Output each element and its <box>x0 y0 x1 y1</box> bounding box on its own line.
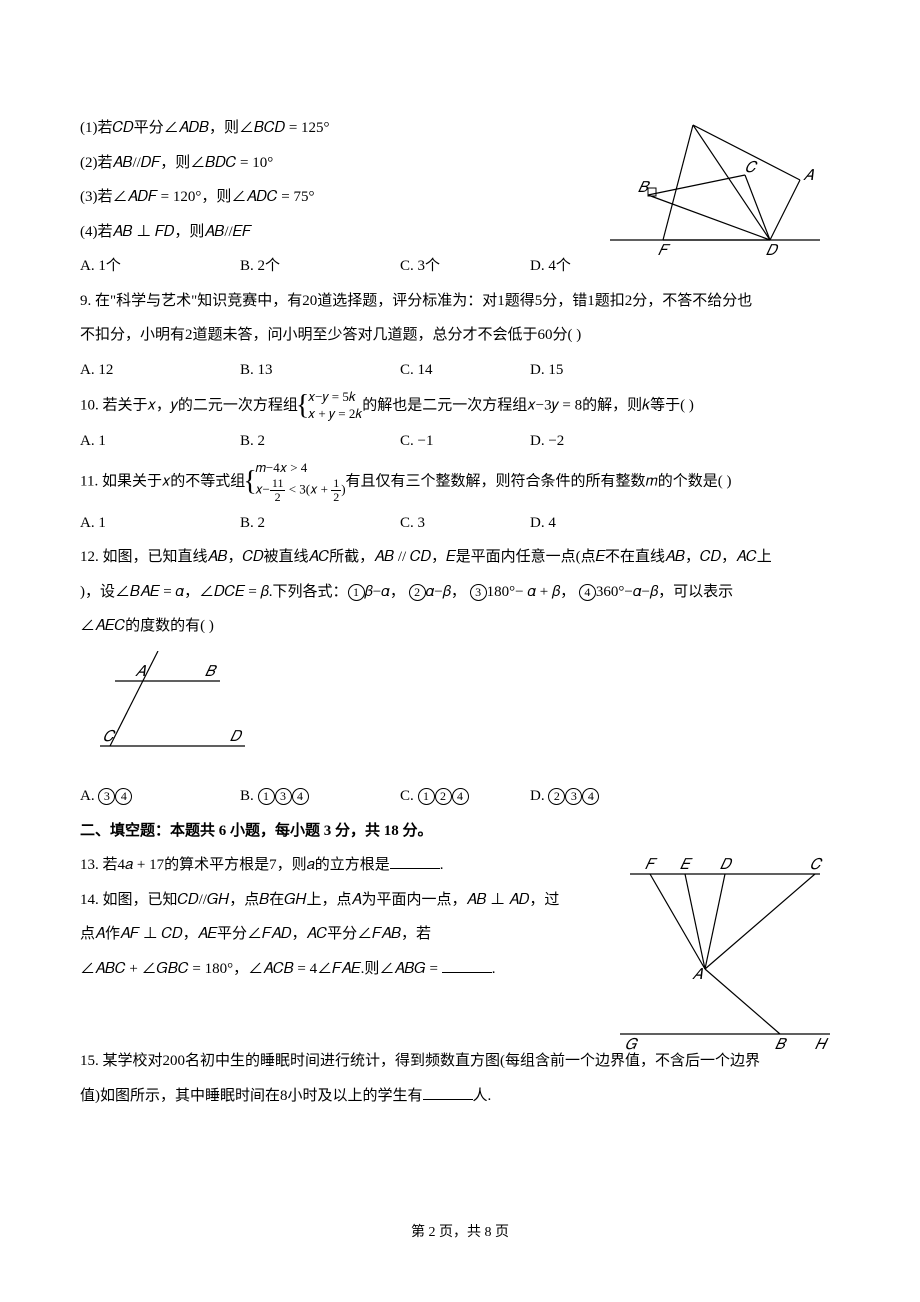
q10-text: 10. 若关于𝑥，𝑦的二元一次方程组 𝑥−𝑦 = 5𝑘 𝑥 + 𝑦 = 2𝑘 的… <box>80 389 840 423</box>
fig8-label-D: 𝐷 <box>766 243 779 255</box>
fig14-label-E: 𝐸 <box>680 857 693 873</box>
q11-opt-a: A. 1 <box>80 508 240 540</box>
q12-opt-a: A. 34 <box>80 781 240 813</box>
page-footer: 第 2 页，共 8 页 <box>0 1218 920 1247</box>
q9-opt-a: A. 12 <box>80 355 240 387</box>
q9-text1: 9. 在"科学与艺术"知识竞赛中，有20道选择题，评分标准为：对1题得5分，错1… <box>80 286 840 318</box>
fig8-label-F: 𝐹 <box>658 243 671 255</box>
fig14-label-H: 𝐻 <box>815 1037 829 1053</box>
q10-suffix: 的解也是二元一次方程组𝑥−3𝑦 = 8的解，则𝑘等于( ) <box>362 397 694 413</box>
q8-opt-b: B. 2个 <box>240 251 400 283</box>
q11-options: A. 1 B. 2 C. 3 D. 4 <box>80 508 840 540</box>
q10-options: A. 1 B. 2 C. −1 D. −2 <box>80 426 840 458</box>
q11-opt-b: B. 2 <box>240 508 400 540</box>
q10-opt-b: B. 2 <box>240 426 400 458</box>
fig14-label-A: 𝐴 <box>692 967 703 983</box>
q10-prefix: 10. 若关于𝑥，𝑦的二元一次方程组 <box>80 397 298 413</box>
fig14-label-F: 𝐹 <box>645 857 658 873</box>
q13-pre: 13. 若4𝑎 + 17的算术平方根是7，则𝑎的立方根是 <box>80 857 390 873</box>
fig14-label-D: 𝐷 <box>720 857 733 873</box>
q11-suffix: 有且仅有三个整数解，则符合条件的所有整数𝑚的个数是( ) <box>346 474 732 490</box>
fig14-label-B: 𝐵 <box>775 1037 788 1053</box>
q15-blank <box>423 1085 473 1100</box>
q11-system: 𝑚−4𝑥 > 4 𝑥−112 < 3(𝑥 + 12) <box>245 460 345 504</box>
q11-eq1: 𝑚−4𝑥 > 4 <box>255 460 345 477</box>
q10-opt-a: A. 1 <box>80 426 240 458</box>
fig8-label-E: 𝐸 <box>690 120 703 124</box>
fig12-label-D: 𝐷 <box>230 729 243 745</box>
q15-l2: 值)如图所示，其中睡眠时间在8小时及以上的学生有 人. <box>80 1081 840 1113</box>
fig14-label-G: 𝐺 <box>625 1037 639 1053</box>
q11-prefix: 11. 如果关于𝑥的不等式组 <box>80 474 245 490</box>
fig12-label-A: 𝐴 <box>135 664 146 680</box>
fig8-label-C: 𝐶 <box>745 160 758 176</box>
q12-options: A. 34 B. 134 C. 124 D. 234 <box>80 781 840 813</box>
q8-opt-a: A. 1个 <box>80 251 240 283</box>
q9-text2: 不扣分，小明有2道题未答，问小明至少答对几道题，总分才不会低于60分( ) <box>80 320 840 352</box>
q14-l3-post: . <box>492 961 496 977</box>
q10-eq2: 𝑥 + 𝑦 = 2𝑘 <box>308 406 362 423</box>
fig8-label-A: 𝐴 <box>803 168 814 184</box>
q9-opt-c: C. 14 <box>400 355 530 387</box>
q14-l3-pre: ∠𝐴𝐵𝐶 + ∠𝐺𝐵𝐶 = 180°，∠𝐴𝐶𝐵 = 4∠𝐹𝐴𝐸.则∠𝐴𝐵𝐺 = <box>80 961 442 977</box>
q12-opt-d: D. 234 <box>530 781 690 813</box>
q14-figure: 𝐹 𝐸 𝐷 𝐶 𝐴 𝐺 𝐵 𝐻 <box>620 854 830 1067</box>
q13-post: . <box>440 857 444 873</box>
q15-l2-post: 人. <box>473 1088 492 1104</box>
q10-eq1: 𝑥−𝑦 = 5𝑘 <box>308 389 362 406</box>
q12-figure: 𝐴 𝐵 𝐶 𝐷 <box>100 651 840 774</box>
q9-opt-b: B. 13 <box>240 355 400 387</box>
fig14-label-C: 𝐶 <box>810 857 823 873</box>
q10-opt-d: D. −2 <box>530 426 690 458</box>
q14-blank <box>442 958 492 973</box>
q8-figure: 𝐸 𝐶 𝐴 𝐵 𝐹 𝐷 <box>610 120 820 268</box>
q15-l2-pre: 值)如图所示，其中睡眠时间在8小时及以上的学生有 <box>80 1088 423 1104</box>
fig12-label-B: 𝐵 <box>205 664 218 680</box>
q12-opt-b: B. 134 <box>240 781 400 813</box>
q11-opt-d: D. 4 <box>530 508 690 540</box>
q10-opt-c: C. −1 <box>400 426 530 458</box>
q12-text1: 12. 如图，已知直线𝐴𝐵，𝐶𝐷被直线𝐴𝐶所截，𝐴𝐵 // 𝐶𝐷，𝐸是平面内任意… <box>80 542 840 574</box>
q9-options: A. 12 B. 13 C. 14 D. 15 <box>80 355 840 387</box>
q12-text3: ∠𝐴𝐸𝐶的度数的有( ) <box>80 611 840 643</box>
q12-opt-c: C. 124 <box>400 781 530 813</box>
q11-eq2: 𝑥−112 < 3(𝑥 + 12) <box>255 477 345 504</box>
q9-opt-d: D. 15 <box>530 355 690 387</box>
q11-text: 11. 如果关于𝑥的不等式组 𝑚−4𝑥 > 4 𝑥−112 < 3(𝑥 + 12… <box>80 460 840 504</box>
section2-title: 二、填空题：本题共 6 小题，每小题 3 分，共 18 分。 <box>80 816 840 848</box>
q13-blank <box>390 854 440 869</box>
q11-opt-c: C. 3 <box>400 508 530 540</box>
q10-system: 𝑥−𝑦 = 5𝑘 𝑥 + 𝑦 = 2𝑘 <box>298 389 362 423</box>
q12-text2: )，设∠𝐵𝐴𝐸 = 𝛼，∠𝐷𝐶𝐸 = 𝛽.下列各式：1𝛽−𝛼， 2𝛼−𝛽， 31… <box>80 577 840 609</box>
q8-opt-c: C. 3个 <box>400 251 530 283</box>
